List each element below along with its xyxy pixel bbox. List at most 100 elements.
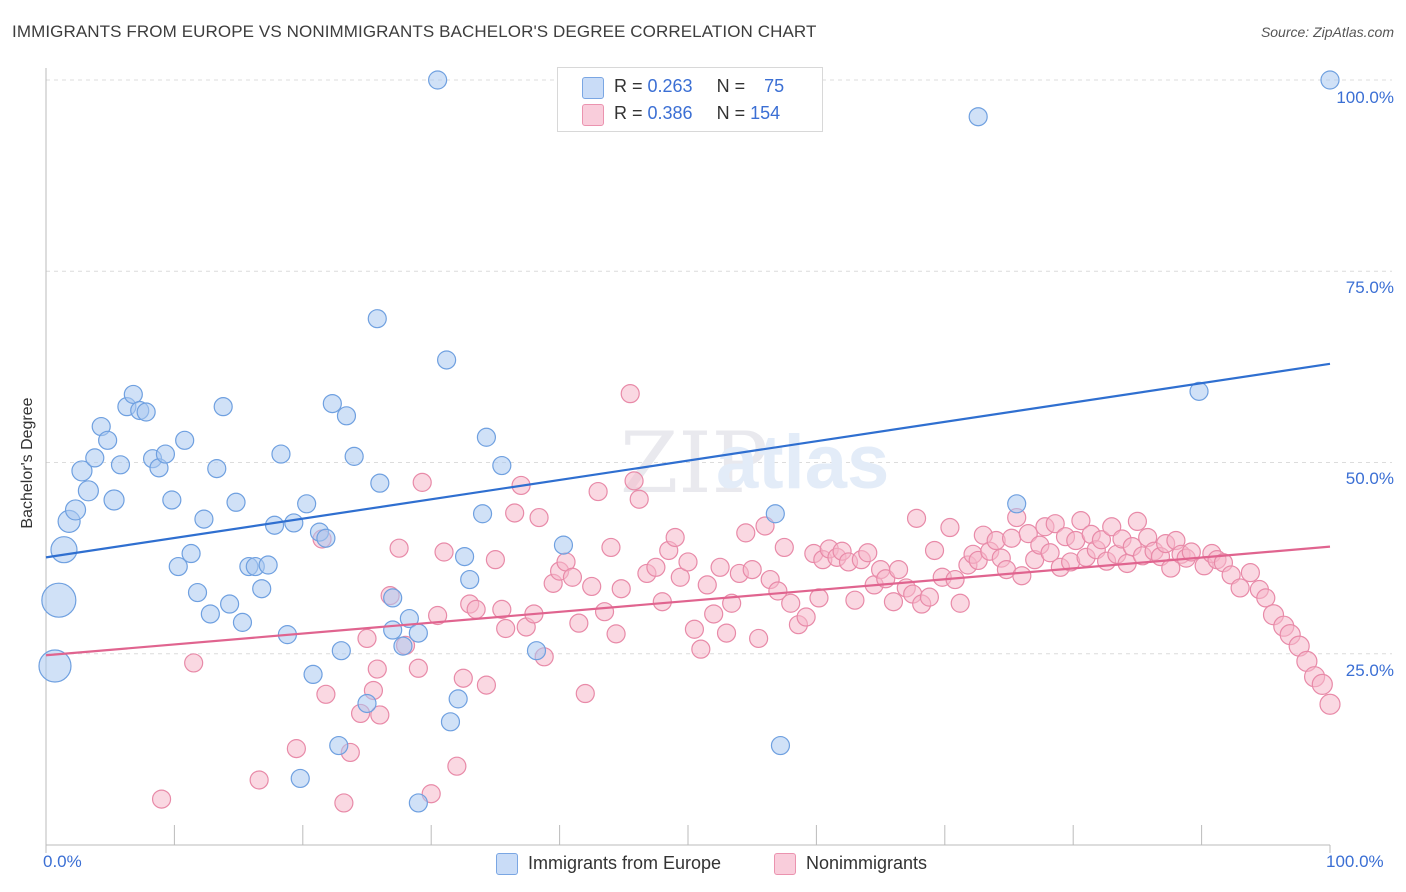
nonimmigrant-point xyxy=(1319,693,1341,715)
legend-swatch-pink xyxy=(774,853,796,875)
nonimmigrant-point xyxy=(492,599,512,619)
immigrant-point xyxy=(1320,70,1340,90)
immigrant-point xyxy=(71,460,93,482)
immigrant-point xyxy=(38,649,72,683)
nonimmigrant-point xyxy=(691,639,711,659)
nonimmigrant-point xyxy=(620,384,640,404)
y-tick-label: 100.0% xyxy=(1336,88,1394,107)
immigrant-point xyxy=(553,535,574,555)
nonimmigrant-point xyxy=(1127,511,1148,532)
immigrant-point xyxy=(41,582,77,618)
nonimmigrant-point xyxy=(1045,514,1065,534)
immigrant-point xyxy=(168,556,188,577)
n-label: N = xyxy=(716,103,751,123)
immigrant-point xyxy=(220,594,240,614)
nonimmigrant-point xyxy=(919,587,939,607)
immigrant-point xyxy=(476,427,497,447)
immigrant-point xyxy=(526,641,547,661)
nonimmigrant-point xyxy=(774,537,794,558)
nonimmigrants-trend-line xyxy=(45,545,1331,657)
nonimmigrant-point xyxy=(428,605,448,626)
nonimmigrant-point xyxy=(906,508,927,528)
legend-swatch-blue xyxy=(496,853,518,875)
nonimmigrant-point xyxy=(629,489,649,509)
immigrant-point xyxy=(136,402,156,422)
immigrant-point xyxy=(226,492,246,512)
immigrant-point xyxy=(492,455,512,476)
trend-lines xyxy=(45,362,1331,657)
nonimmigrant-point xyxy=(1230,578,1250,598)
nonimmigrant-point xyxy=(588,481,608,502)
nonimmigrant-point xyxy=(888,559,909,580)
nonimmigrants-points xyxy=(151,384,1341,813)
nonimmigrant-point xyxy=(742,559,762,580)
immigrant-point xyxy=(383,588,403,608)
r-value: 0.386 xyxy=(647,103,693,123)
immigrant-point xyxy=(50,536,78,564)
immigrant-point xyxy=(393,636,413,656)
nonimmigrant-point xyxy=(151,789,172,809)
immigrant-point xyxy=(383,620,403,640)
axes xyxy=(45,68,1331,853)
nonimmigrant-point xyxy=(665,527,685,548)
nonimmigrant-point xyxy=(316,684,336,704)
immigrant-point xyxy=(316,528,336,548)
nonimmigrant-point xyxy=(569,613,589,633)
immigrant-point xyxy=(968,107,988,127)
nonimmigrant-point xyxy=(594,602,615,622)
nonimmigrant-point xyxy=(1221,565,1241,585)
immigrant-point xyxy=(331,641,351,661)
immigrant-point xyxy=(181,543,201,564)
immigrant-point xyxy=(408,793,428,813)
n-label: N = xyxy=(716,76,751,96)
immigrant-point xyxy=(428,70,448,90)
immigrant-point xyxy=(290,768,310,789)
nonimmigrant-point xyxy=(357,628,377,649)
immigrant-point xyxy=(187,582,208,603)
nonimmigrant-point xyxy=(389,538,409,558)
nonimmigrant-point xyxy=(883,592,904,612)
immigrant-point xyxy=(297,494,317,514)
correlation-legend: R = 0.263 N = 75 R = 0.386 N = 154 xyxy=(557,67,823,132)
immigrant-point xyxy=(460,569,480,590)
immigrant-point xyxy=(408,623,428,643)
immigrant-point xyxy=(200,604,220,624)
nonimmigrant-point xyxy=(684,619,705,639)
y-tick-label: 50.0% xyxy=(1345,469,1394,488)
n-value: 75 xyxy=(764,76,785,96)
nonimmigrant-point xyxy=(476,675,497,695)
nonimmigrant-point xyxy=(1240,563,1260,583)
immigrant-point xyxy=(213,397,233,417)
nonimmigrant-point xyxy=(447,756,467,776)
immigrant-point xyxy=(329,735,349,756)
nonimmigrant-point xyxy=(1102,517,1122,537)
immigrants-trend-line xyxy=(45,362,1331,559)
nonimmigrant-point xyxy=(1311,673,1333,695)
nonimmigrant-point xyxy=(529,507,549,528)
immigrant-point xyxy=(284,513,304,533)
nonimmigrant-point xyxy=(1012,566,1032,586)
nonimmigrant-point xyxy=(184,653,204,673)
nonimmigrant-point xyxy=(485,550,505,570)
immigrant-point xyxy=(357,693,377,714)
immigrant-point xyxy=(155,444,176,464)
nonimmigrant-point xyxy=(367,659,387,679)
immigrant-point xyxy=(252,579,272,599)
immigrant-point xyxy=(367,309,387,329)
immigrant-point xyxy=(85,448,105,468)
nonimmigrant-point xyxy=(575,683,595,704)
immigrant-point xyxy=(344,446,364,466)
nonimmigrant-point xyxy=(496,618,516,639)
nonimmigrant-point xyxy=(768,581,788,601)
nonimmigrant-point xyxy=(950,593,970,613)
nonimmigrant-point xyxy=(434,542,454,562)
y-tick-label: 75.0% xyxy=(1345,278,1394,297)
immigrant-point xyxy=(765,504,785,524)
nonimmigrant-point xyxy=(809,588,829,608)
nonimmigrant-point xyxy=(582,576,602,597)
nonimmigrant-point xyxy=(716,623,737,643)
nonimmigrant-point xyxy=(466,599,486,619)
r-label: R = xyxy=(614,103,648,123)
nonimmigrant-point xyxy=(697,575,717,595)
chart-title: IMMIGRANTS FROM EUROPE VS NONIMMIGRANTS … xyxy=(12,22,817,41)
